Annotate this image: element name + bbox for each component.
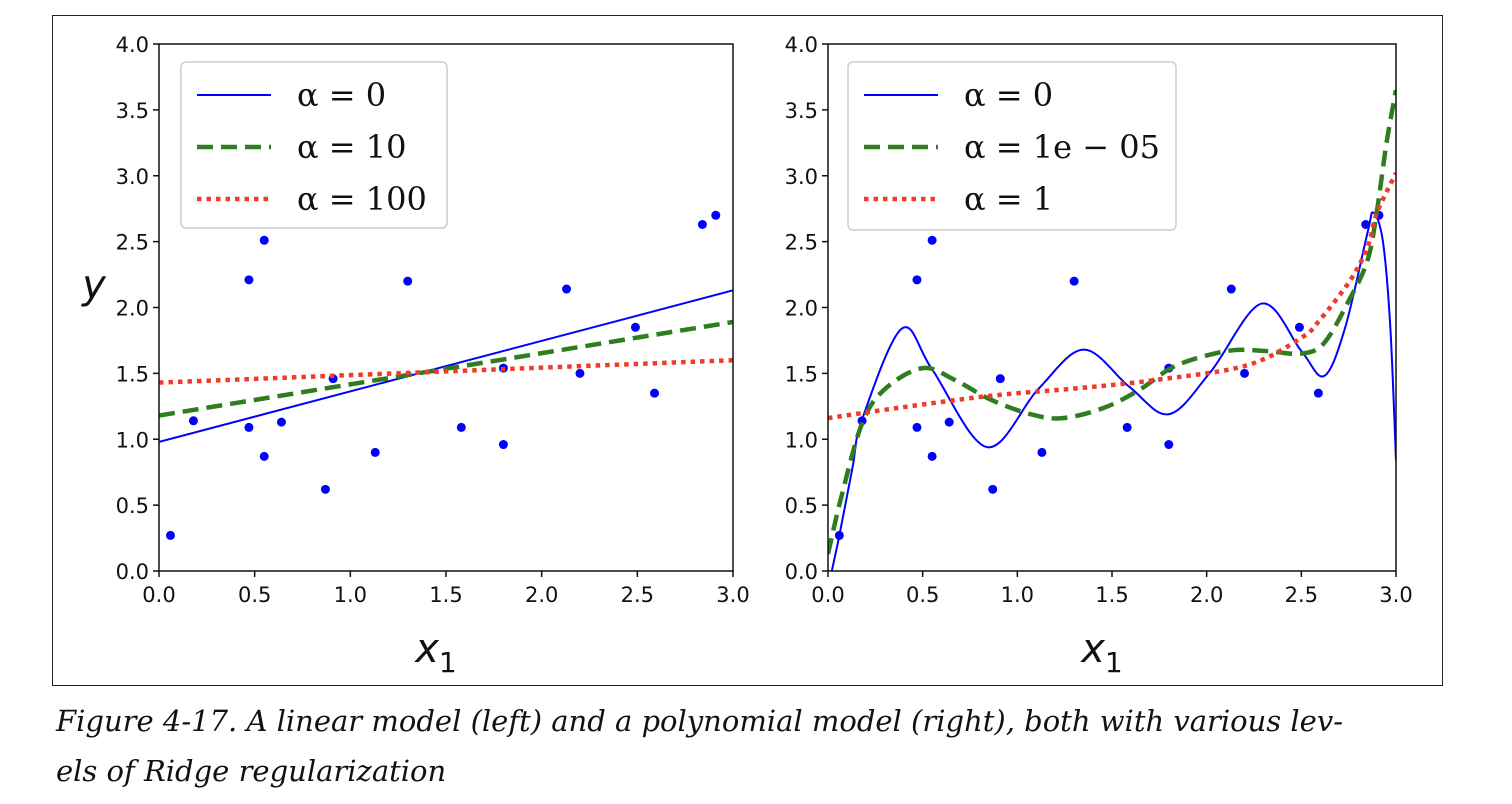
y-tick-label: 3.0 [116,165,149,189]
y-tick-label: 0.5 [785,494,818,518]
data-point [244,275,254,285]
legend: α = 0 α = 1e − 05 α = 1 [847,61,1177,231]
series-line [159,289,733,443]
x-axis-label-subscript: 1 [1105,646,1123,679]
data-point [575,368,585,378]
x-tick-label: 0.0 [811,583,844,607]
data-point [320,484,330,494]
legend-label: α = 10 [297,128,406,166]
data-point [650,388,660,398]
caption-line-1: Figure 4-17. A linear model (left) and a… [56,704,1344,738]
y-tick-label: 1.5 [785,362,818,386]
caption-line-2: els of Ridge regularization [56,754,447,788]
data-point [995,374,1005,384]
figure-charts: 0.0 0.5 1.0 1.5 2.0 2.5 3.0 0.0 0.5 1.0 1.5 2.0 2.5 3… [81,33,1413,679]
series-line [159,357,733,385]
x-tick-label: 2.5 [621,583,654,607]
data-point [944,417,954,427]
legend-label: α = 100 [297,180,427,218]
series-line [830,211,1396,571]
data-point [276,417,286,427]
data-point [165,530,175,540]
x-tick-label: 3.0 [716,583,749,607]
x-tick-label: 1.5 [1095,583,1128,607]
legend-label: α = 1 [964,180,1053,218]
data-point [1226,284,1236,294]
x-tick-label: 0.5 [238,583,271,607]
y-tick-label: 0.5 [116,494,149,518]
data-point [456,422,466,432]
legend-label: α = 0 [297,76,386,114]
y-tick-label: 3.5 [116,99,149,123]
figure-frame [52,15,1443,686]
y-tick-label: 1.0 [785,428,818,452]
panel-polynomial: 0.0 0.5 1.0 1.5 2.0 2.5 3.0 0.0 0.5 1.0 1.5 2.0 2.5 3… [785,33,1413,679]
legend-label: α = 0 [964,76,1053,114]
data-point [1122,422,1132,432]
y-tick-label: 3.5 [785,99,818,123]
data-point [711,210,721,220]
data-point [498,440,508,450]
y-tick-label: 2.5 [785,231,818,255]
series-line [828,172,1396,421]
legend-box [847,61,1177,231]
panel-linear: 0.0 0.5 1.0 1.5 2.0 2.5 3.0 0.0 0.5 1.0 1.5 2.0 2.5 3… [81,33,750,679]
x-axis-label-subscript: 1 [439,646,457,679]
data-point [927,235,937,245]
legend-label: α = 1e − 05 [964,128,1160,166]
series-line [159,319,733,418]
x-tick-label: 1.0 [1001,583,1034,607]
data-point [912,422,922,432]
y-tick-label: 4.0 [785,33,818,57]
data-point [1164,440,1174,450]
y-tick-label: 4.0 [116,33,149,57]
x-tick-label: 1.5 [429,583,462,607]
x-tick-label: 0.5 [906,583,939,607]
y-tick-label: 0.0 [785,560,818,584]
data-point [244,422,254,432]
y-tick-label: 0.0 [116,560,149,584]
data-point [370,447,380,457]
y-tick-label: 1.5 [116,362,149,386]
x-tick-label: 2.0 [1190,583,1223,607]
data-point [403,276,413,286]
x-tick-label: 3.0 [1379,583,1412,607]
x-tick-label: 2.0 [525,583,558,607]
x-axis-label: x1 [413,626,457,679]
figure-caption: Figure 4-17. A linear model (left) and a… [56,696,1476,796]
data-point [630,322,640,332]
y-tick-label: 3.0 [785,165,818,189]
data-point [1240,368,1250,378]
data-point [912,275,922,285]
x-tick-label: 0.0 [142,583,175,607]
series-line [828,89,1396,555]
data-point [259,235,269,245]
data-point [259,451,269,461]
legend: α = 0 α = 10 α = 100 [180,61,448,229]
legend-box [180,61,448,229]
data-point [697,219,707,229]
data-point [927,451,937,461]
x-tick-label: 1.0 [334,583,367,607]
y-axis-label: y [81,262,107,308]
x-axis-label: x1 [1079,626,1123,679]
y-tick-label: 2.5 [116,231,149,255]
data-point [988,484,998,494]
y-tick-label: 1.0 [116,428,149,452]
data-point [1069,276,1079,286]
y-tick-label: 2.0 [116,297,149,321]
x-tick-label: 2.5 [1285,583,1318,607]
data-point [562,284,572,294]
data-point [1294,322,1304,332]
data-point [1313,388,1323,398]
data-point [188,416,198,426]
y-tick-label: 2.0 [785,297,818,321]
data-point [1037,447,1047,457]
